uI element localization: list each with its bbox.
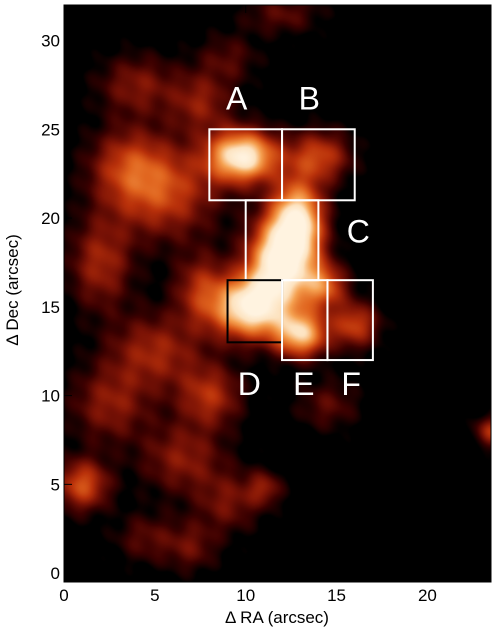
x-tick-label: 20 bbox=[418, 586, 437, 605]
y-tick-label: 10 bbox=[41, 387, 60, 406]
region-label-f: F bbox=[341, 366, 361, 402]
y-tick-label: 30 bbox=[41, 32, 60, 51]
plot-frame bbox=[63, 4, 492, 583]
x-tick-label: 15 bbox=[327, 586, 346, 605]
region-label-e: E bbox=[293, 366, 314, 402]
y-axis-ticks: 0 5 10 15 20 25 30 bbox=[41, 32, 491, 583]
y-tick-label: 0 bbox=[51, 564, 60, 583]
x-axis-title: Δ RA (arcsec) bbox=[225, 608, 329, 627]
y-axis-title: Δ Dec (arcsec) bbox=[3, 234, 22, 346]
x-tick-label: 0 bbox=[59, 586, 68, 605]
region-label-b: B bbox=[299, 80, 320, 116]
plot-area: A B C D E F bbox=[63, 4, 492, 583]
region-boxes bbox=[208, 128, 374, 362]
region-box-f bbox=[326, 279, 374, 362]
region-labels: A B C D E F bbox=[226, 80, 370, 402]
x-tick-label: 10 bbox=[236, 586, 255, 605]
y-tick-label: 20 bbox=[41, 209, 60, 228]
region-label-a: A bbox=[226, 80, 248, 116]
y-tick-label: 25 bbox=[41, 120, 60, 139]
x-tick-label: 5 bbox=[150, 586, 159, 605]
emission-heatmap bbox=[64, 5, 491, 582]
region-label-d: D bbox=[238, 366, 261, 402]
y-tick-label: 15 bbox=[41, 298, 60, 317]
y-tick-label: 5 bbox=[51, 475, 60, 494]
region-label-c: C bbox=[347, 213, 370, 249]
x-axis-ticks: 0 5 10 15 20 bbox=[59, 5, 437, 605]
